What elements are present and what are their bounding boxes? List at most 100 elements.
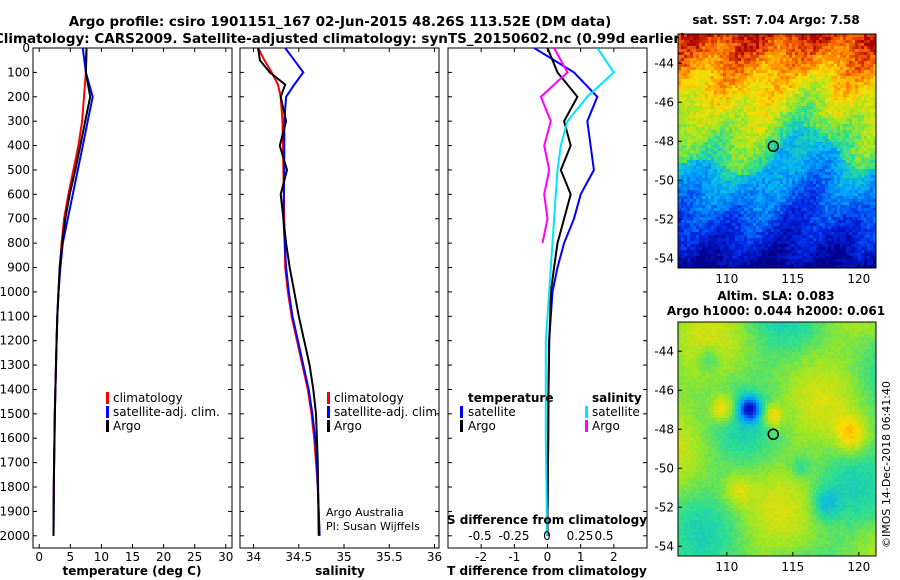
heatmap-cell bbox=[681, 217, 685, 221]
heatmap-cell bbox=[855, 202, 859, 206]
heatmap-cell bbox=[858, 148, 862, 152]
heatmap-cell bbox=[870, 136, 874, 140]
heatmap-cell bbox=[732, 190, 736, 194]
heatmap-cell bbox=[819, 133, 823, 137]
heatmap-cell bbox=[759, 79, 763, 83]
heatmap-cell bbox=[777, 109, 781, 113]
heatmap-cell bbox=[741, 112, 745, 116]
heatmap-cell bbox=[756, 109, 760, 113]
heatmap-cell bbox=[813, 163, 817, 167]
heatmap-cell bbox=[690, 136, 694, 140]
heatmap-cell bbox=[690, 88, 694, 92]
heatmap-cell bbox=[822, 187, 826, 191]
heatmap-cell bbox=[765, 160, 769, 164]
heatmap-cell bbox=[678, 241, 682, 245]
heatmap-cell bbox=[831, 118, 835, 122]
heatmap-cell bbox=[687, 226, 691, 230]
heatmap-cell bbox=[726, 94, 730, 98]
heatmap-cell bbox=[741, 175, 745, 179]
heatmap-cell bbox=[783, 94, 787, 98]
heatmap-cell bbox=[801, 211, 805, 215]
heatmap-cell bbox=[723, 97, 727, 101]
heatmap-cell bbox=[726, 157, 730, 161]
heatmap-cell bbox=[819, 229, 823, 233]
heatmap-cell bbox=[816, 175, 820, 179]
heatmap-cell bbox=[702, 130, 706, 134]
heatmap-cell bbox=[798, 148, 802, 152]
heatmap-cell bbox=[804, 49, 808, 53]
heatmap-cell bbox=[726, 199, 730, 203]
heatmap-cell bbox=[786, 79, 790, 83]
heatmap-cell bbox=[783, 169, 787, 173]
heatmap-cell bbox=[756, 145, 760, 149]
heatmap-cell bbox=[762, 181, 766, 185]
heatmap-cell bbox=[753, 121, 757, 125]
heatmap-cell bbox=[852, 49, 856, 53]
heatmap-cell bbox=[825, 121, 829, 125]
heatmap-cell bbox=[678, 205, 682, 209]
heatmap-cell bbox=[702, 142, 706, 146]
heatmap-cell bbox=[789, 175, 793, 179]
heatmap-cell bbox=[681, 166, 685, 170]
heatmap-cell bbox=[777, 112, 781, 116]
heatmap-cell bbox=[684, 133, 688, 137]
heatmap-cell bbox=[744, 244, 748, 248]
heatmap-cell bbox=[699, 196, 703, 200]
heatmap-cell bbox=[792, 226, 796, 230]
heatmap-cell bbox=[708, 121, 712, 125]
heatmap-cell bbox=[840, 97, 844, 101]
heatmap-cell bbox=[816, 34, 820, 38]
heatmap-cell bbox=[792, 58, 796, 62]
heatmap-cell bbox=[774, 115, 778, 119]
heatmap-cell bbox=[816, 166, 820, 170]
heatmap-cell bbox=[858, 121, 862, 125]
heatmap-cell bbox=[864, 244, 868, 248]
heatmap-cell bbox=[735, 199, 739, 203]
heatmap-cell bbox=[825, 160, 829, 164]
heatmap-cell bbox=[837, 238, 841, 242]
heatmap-cell bbox=[705, 37, 709, 41]
heatmap-cell bbox=[708, 166, 712, 170]
heatmap-cell bbox=[705, 232, 709, 236]
heatmap-cell bbox=[714, 160, 718, 164]
heatmap-cell bbox=[696, 127, 700, 131]
heatmap-cell bbox=[702, 214, 706, 218]
heatmap-cell bbox=[867, 199, 871, 203]
legend-label-t-satellite: satellite bbox=[468, 405, 516, 419]
heatmap-cell bbox=[867, 220, 871, 224]
heatmap-cell bbox=[729, 67, 733, 71]
heatmap-cell bbox=[873, 175, 876, 179]
heatmap-cell bbox=[792, 76, 796, 80]
heatmap-cell bbox=[723, 169, 727, 173]
heatmap-cell bbox=[762, 175, 766, 179]
heatmap-cell bbox=[870, 241, 874, 245]
heatmap-cell bbox=[801, 124, 805, 128]
heatmap-cell bbox=[855, 235, 859, 239]
heatmap-cell bbox=[867, 211, 871, 215]
heatmap-cell bbox=[729, 88, 733, 92]
heatmap-cell bbox=[717, 166, 721, 170]
heatmap-cell bbox=[750, 100, 754, 104]
heatmap-cell bbox=[867, 34, 871, 38]
heatmap-cell bbox=[711, 97, 715, 101]
heatmap-cell bbox=[786, 223, 790, 227]
heatmap-cell bbox=[765, 46, 769, 50]
heatmap-cell bbox=[828, 202, 832, 206]
heatmap-cell bbox=[732, 79, 736, 83]
heatmap-cell bbox=[729, 241, 733, 245]
heatmap-cell bbox=[756, 232, 760, 236]
heatmap-cell bbox=[810, 79, 814, 83]
heatmap-cell bbox=[864, 181, 868, 185]
heatmap-cell bbox=[825, 172, 829, 176]
heatmap-cell bbox=[849, 166, 853, 170]
heatmap-cell bbox=[747, 175, 751, 179]
heatmap-cell bbox=[726, 187, 730, 191]
heatmap-cell bbox=[777, 160, 781, 164]
heatmap-cell bbox=[846, 166, 850, 170]
heatmap-cell bbox=[819, 169, 823, 173]
heatmap-cell bbox=[678, 97, 682, 101]
heatmap-cell bbox=[759, 229, 763, 233]
heatmap-cell bbox=[837, 148, 841, 152]
heatmap-cell bbox=[747, 190, 751, 194]
heatmap-cell bbox=[708, 220, 712, 224]
